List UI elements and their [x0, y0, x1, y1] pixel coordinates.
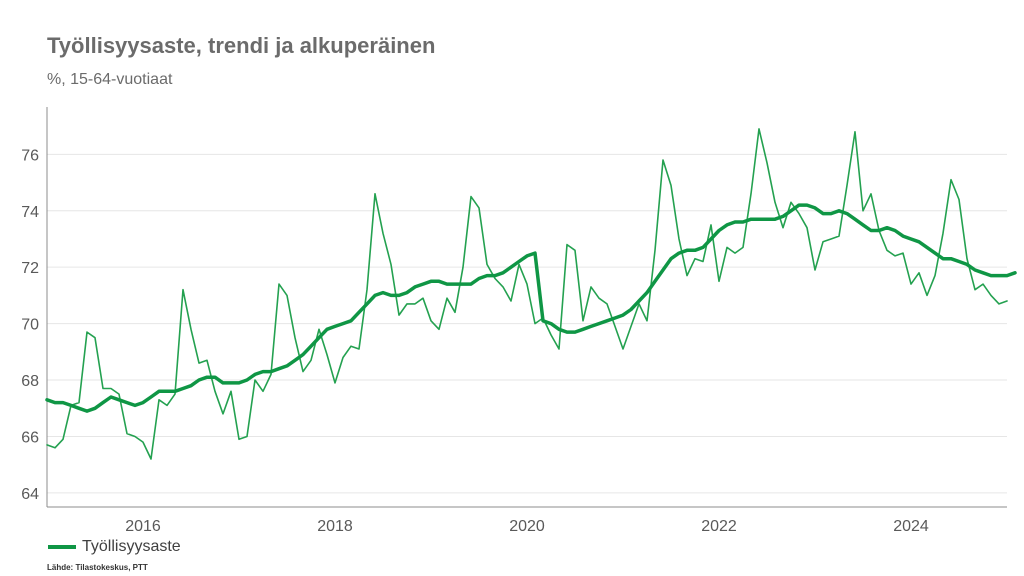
x-tick-label: 2022	[701, 518, 737, 535]
series-lines	[45, 128, 1017, 460]
chart-title: Työllisyysaste, trendi ja alkuperäinen	[47, 33, 436, 58]
legend-label-trend: Työllisyysaste	[82, 538, 181, 555]
series-line-original	[46, 128, 1008, 460]
y-tick-label: 64	[21, 486, 39, 503]
y-tick-label: 68	[21, 373, 39, 390]
legend-swatch-trend	[48, 545, 76, 549]
axes	[46, 107, 1007, 508]
series-line-trend	[45, 203, 1017, 413]
y-tick-label: 70	[21, 317, 39, 334]
x-tick-label: 2016	[125, 518, 161, 535]
legend: Työllisyysaste	[48, 538, 181, 556]
y-tick-label: 66	[21, 429, 39, 446]
y-tick-label: 72	[21, 260, 39, 277]
chart-subtitle: %, 15-64-vuotiaat	[47, 71, 173, 88]
x-tick-labels: 2016 2018 2020 2022 2024	[125, 518, 929, 535]
gridlines	[47, 153, 1007, 494]
x-tick-label: 2018	[317, 518, 353, 535]
x-tick-label: 2024	[893, 518, 929, 535]
y-tick-labels: 64 66 68 70 72 74 76	[21, 147, 39, 503]
y-tick-label: 74	[21, 204, 39, 221]
source-note: Lähde: Tilastokeskus, PTT	[47, 563, 148, 572]
y-tick-label: 76	[21, 147, 39, 164]
x-tick-label: 2020	[509, 518, 545, 535]
